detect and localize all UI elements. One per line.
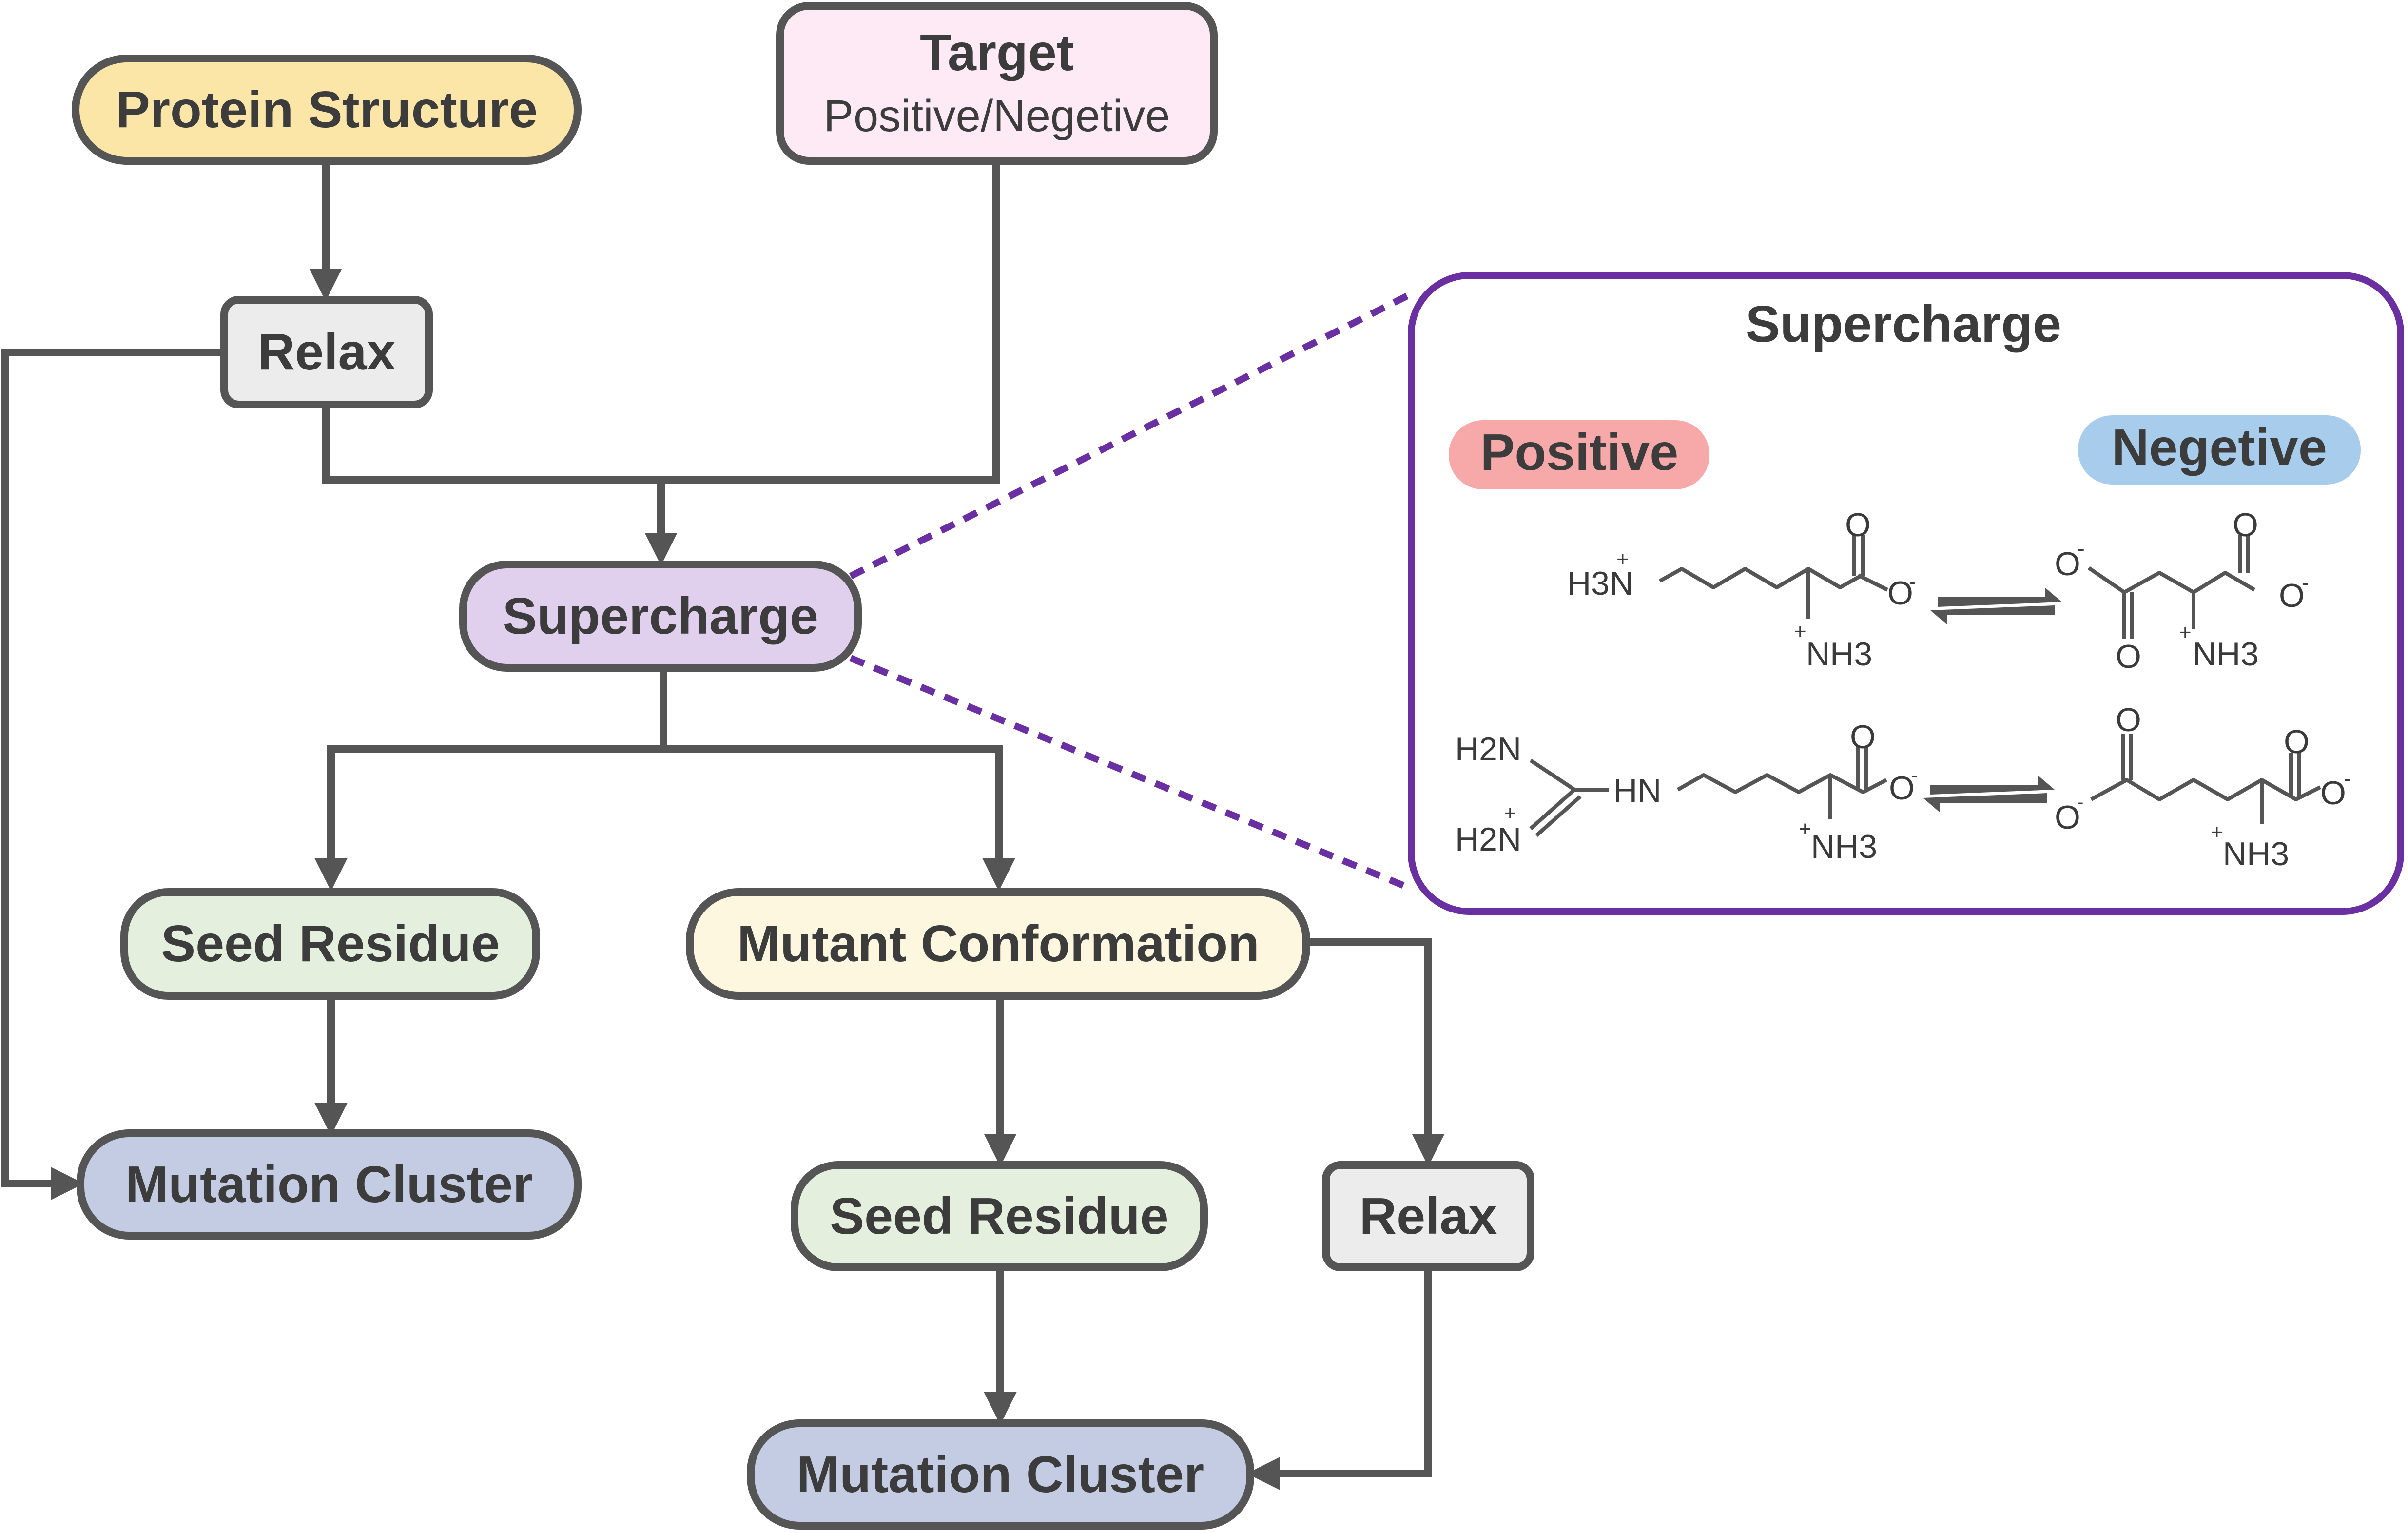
glutamate-carboxylate-charge: - [2344, 767, 2351, 791]
arginine-nh2-bottom-a [1529, 788, 1576, 830]
mutant-conformation-label: Mutant Conformation [737, 915, 1260, 972]
eq-arrow-forward-bottom [1930, 775, 2055, 795]
arginine-alpha-amine: NH3 [1811, 828, 1877, 865]
arginine-carboxylate-o: O [1889, 770, 1915, 807]
lysine-co-single [1857, 573, 1888, 592]
arginine-h2n-bottom: H2N [1455, 821, 1521, 858]
equilibrium-arrows [1923, 587, 2062, 813]
aspartate-left-o: O [2055, 545, 2080, 582]
negative-badge [2078, 415, 2361, 485]
mutation-cluster-left-label: Mutation Cluster [125, 1156, 533, 1213]
aspartate-chain [2087, 566, 2256, 594]
arginine-alpha-charge: + [1799, 817, 1811, 841]
chemistry-bonds [1529, 535, 2321, 837]
glutamate-alpha-amine: NH3 [2223, 835, 2289, 873]
arginine-carboxylate-charge: - [1911, 763, 1918, 787]
edge-relax-to-mutation-cluster [1, 349, 224, 1200]
target-title: Target [920, 24, 1074, 81]
eq-arrow-forward-top [1938, 587, 2062, 607]
lysine-carbonyl-o: O [1845, 506, 1871, 543]
lysine-side-charge: + [1616, 547, 1629, 571]
edge-supercharge-branch-right [663, 745, 1003, 881]
negative-label: Negetive [2112, 419, 2327, 476]
supercharge-inset: Supercharge Positive Negetive [1408, 272, 2404, 915]
relax-bottom-label: Relax [1359, 1187, 1497, 1245]
node-seed-residue-bottom[interactable]: Seed Residue [791, 1161, 1208, 1271]
seed-residue-bottom-label: Seed Residue [830, 1187, 1168, 1245]
seed-residue-left-label: Seed Residue [161, 915, 500, 972]
positive-badge [1449, 420, 1709, 489]
node-mutation-cluster-left[interactable]: Mutation Cluster [77, 1129, 582, 1240]
aspartate-carboxylate-o: O [2279, 577, 2305, 614]
edge-relax-to-cluster-bottom [1246, 1267, 1432, 1490]
protein-structure-label: Protein Structure [116, 81, 538, 138]
aspartate-left-charge: - [2078, 537, 2085, 561]
arginine-h2n-charge: + [1504, 801, 1516, 825]
inset-title: Supercharge [1746, 295, 2061, 353]
lysine-alpha-amine: NH3 [1806, 636, 1872, 673]
node-target[interactable]: Target Positive/Negetive [776, 2, 1218, 165]
lysine-carboxylate-charge: - [1909, 570, 1916, 594]
target-subtitle: Positive/Negetive [824, 91, 1170, 141]
aspartate-carbonyl-o: O [2233, 506, 2258, 543]
glutamate-carboxylate-o: O [2320, 775, 2346, 812]
eq-arrow-back-bottom [1923, 793, 2047, 813]
relax-top-label: Relax [258, 323, 396, 381]
connector-lines [1, 163, 1445, 1490]
glutamate-top-o: O [2116, 701, 2141, 738]
node-relax-bottom[interactable]: Relax [1322, 1161, 1534, 1271]
glutamate-carbonyl-o: O [2284, 723, 2310, 760]
lysine-alpha-charge: + [1794, 620, 1806, 643]
aspartate-alpha-charge: + [2179, 621, 2192, 644]
aspartate-side-o: O [2116, 638, 2141, 675]
glutamate-left-o: O [2055, 799, 2080, 836]
arginine-carbonyl-o: O [1850, 718, 1876, 756]
lysine-carboxylate-o: O [1887, 575, 1913, 612]
node-protein-structure[interactable]: Protein Structure [72, 55, 582, 165]
glutamate-left-charge: - [2077, 790, 2084, 814]
node-supercharge[interactable]: Supercharge [459, 561, 862, 672]
zoom-line-bottom [849, 655, 1413, 892]
mutation-cluster-bottom-label: Mutation Cluster [796, 1446, 1204, 1503]
node-relax-top[interactable]: Relax [220, 296, 433, 408]
supercharge-label: Supercharge [503, 587, 818, 645]
arginine-nh2-bottom-b [1535, 795, 1582, 837]
arginine-h2n-top: H2N [1455, 731, 1521, 768]
edge-supercharge-branch [314, 668, 667, 892]
node-mutant-conformation[interactable]: Mutant Conformation [686, 888, 1310, 1000]
zoom-line-top [849, 291, 1413, 580]
edge-mutant-to-relax [1306, 938, 1445, 1167]
aspartate-alpha-amine: NH3 [2193, 636, 2259, 673]
positive-label: Positive [1480, 424, 1679, 481]
lysine-side-amine: H3N [1567, 565, 1633, 602]
node-seed-residue-left[interactable]: Seed Residue [120, 888, 540, 1000]
glutamate-alpha-charge: + [2211, 820, 2223, 844]
arginine-hn: HN [1613, 772, 1661, 809]
aspartate-carboxylate-charge: - [2302, 571, 2309, 595]
lysine-chain [1659, 567, 1863, 589]
arginine-nh2-top [1529, 758, 1576, 792]
chemistry-labels: H3N + O O - + NH3 O - O O O - + NH3 H2N … [1455, 506, 2351, 873]
eq-arrow-back-top [1930, 605, 2055, 625]
zoom-lines [849, 291, 1413, 892]
node-mutation-cluster-bottom[interactable]: Mutation Cluster [747, 1419, 1254, 1530]
